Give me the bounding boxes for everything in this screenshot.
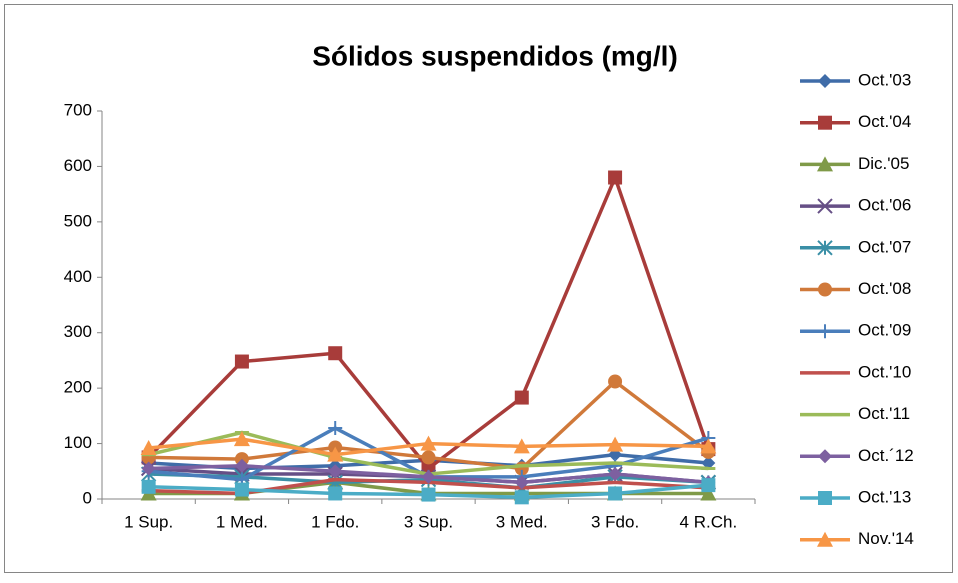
marker	[234, 354, 249, 369]
legend-label: Oct.'08	[858, 279, 911, 298]
marker	[513, 438, 530, 454]
marker	[327, 446, 344, 462]
legend-label: Oct.'09	[858, 321, 911, 340]
x-tick-label: 1 Med.	[216, 512, 268, 531]
marker	[817, 156, 833, 172]
x-tick-label: 3 Fdo.	[591, 512, 639, 531]
marker	[818, 324, 832, 339]
legend-label: Oct.'07	[858, 237, 911, 256]
y-tick-label: 200	[64, 378, 92, 397]
marker	[141, 479, 156, 494]
marker	[608, 374, 623, 389]
y-tick-label: 700	[64, 100, 92, 119]
x-tick-label: 4 R.Ch.	[680, 512, 738, 531]
y-tick-label: 600	[64, 156, 92, 175]
marker	[817, 531, 833, 547]
legend-label: Oct.'06	[858, 196, 911, 215]
marker	[328, 464, 343, 479]
legend-label: Oct.'03	[858, 70, 911, 89]
marker	[514, 390, 529, 405]
marker	[421, 487, 436, 502]
marker	[701, 455, 716, 470]
marker	[818, 491, 832, 505]
marker	[607, 436, 624, 452]
marker	[140, 440, 157, 456]
y-tick-label: 300	[64, 322, 92, 341]
y-tick-label: 0	[83, 488, 92, 507]
marker	[234, 482, 249, 497]
x-tick-label: 3 Sup.	[404, 512, 453, 531]
marker	[608, 170, 623, 185]
marker	[233, 431, 250, 447]
y-tick-label: 400	[64, 267, 92, 286]
legend-label: Oct.'04	[858, 112, 911, 131]
marker	[420, 435, 437, 451]
marker	[608, 486, 623, 501]
legend-label: Nov.'14	[858, 529, 914, 548]
marker	[514, 475, 529, 490]
legend-label: Oct.'13	[858, 487, 911, 506]
marker	[700, 485, 717, 501]
marker	[818, 449, 832, 464]
y-tick-label: 500	[64, 211, 92, 230]
marker	[818, 74, 832, 88]
marker	[328, 346, 343, 361]
marker	[141, 461, 156, 476]
marker	[421, 469, 436, 484]
chart-title: Sólidos suspendidos (mg/l)	[312, 40, 678, 71]
marker	[818, 282, 832, 297]
marker	[328, 486, 343, 501]
legend-label: Dic.'05	[858, 154, 909, 173]
x-tick-label: 1 Sup.	[124, 512, 173, 531]
marker	[421, 450, 436, 465]
marker	[701, 478, 716, 493]
marker	[817, 240, 833, 256]
marker	[234, 458, 249, 473]
marker	[608, 467, 623, 482]
marker	[328, 421, 343, 436]
y-tick-label: 100	[64, 433, 92, 452]
x-tick-label: 3 Med.	[496, 512, 548, 531]
legend-label: Oct.'10	[858, 362, 911, 381]
legend-label: Oct.'11	[858, 404, 910, 423]
marker	[818, 115, 832, 130]
legend-label: Oct.´12	[858, 446, 914, 465]
marker	[700, 438, 717, 454]
marker	[514, 490, 529, 505]
marker	[817, 198, 833, 214]
x-tick-label: 1 Fdo.	[311, 512, 359, 531]
